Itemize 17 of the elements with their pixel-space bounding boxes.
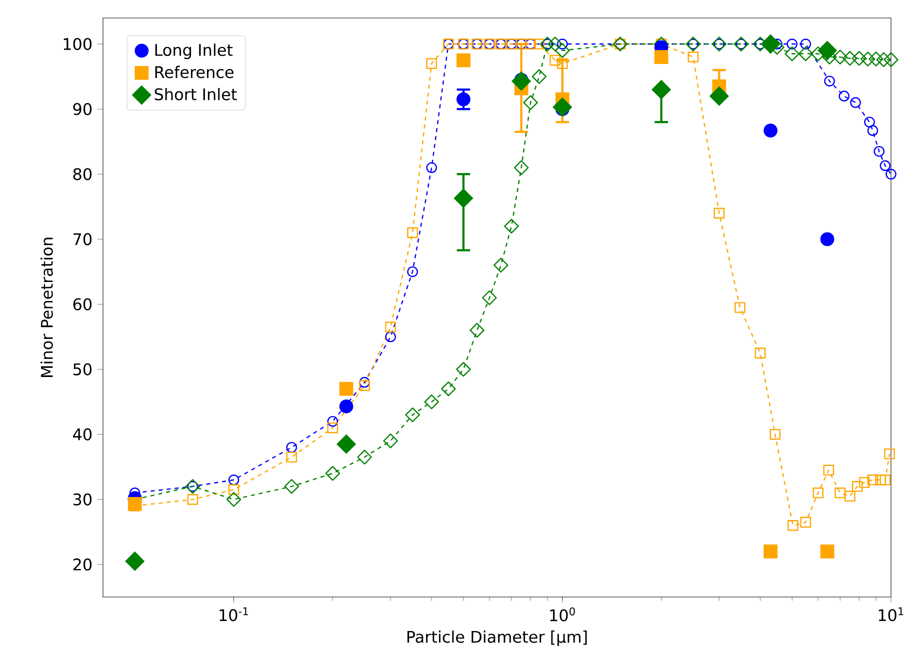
x-tick-label: 10$^{1}$ [878, 607, 904, 622]
x-axis-title: Particle Diameter [μm] [407, 630, 587, 646]
y-tick-label: 30 [73, 493, 92, 506]
y-tick-label: 60 [73, 298, 92, 310]
y-tick-label: 50 [73, 363, 92, 376]
legend-label: Short Inlet [154, 88, 237, 100]
y-tick-label: 70 [74, 233, 92, 246]
y-tick-label: 90 [73, 103, 92, 116]
y-tick-label: 80 [73, 168, 92, 180]
y-tick-label: 100 [64, 38, 92, 50]
legend-label: Reference [155, 66, 234, 78]
y-axis-title: Minor Penetration [40, 238, 53, 377]
legend-label: Long Inlet [155, 44, 233, 60]
y-tick-label: 40 [73, 428, 92, 440]
x-tick-label: 10$^{-1}$ [220, 607, 248, 622]
x-tick-label: 10$^{0}$ [550, 607, 575, 622]
y-tick-label: 20 [73, 558, 92, 571]
